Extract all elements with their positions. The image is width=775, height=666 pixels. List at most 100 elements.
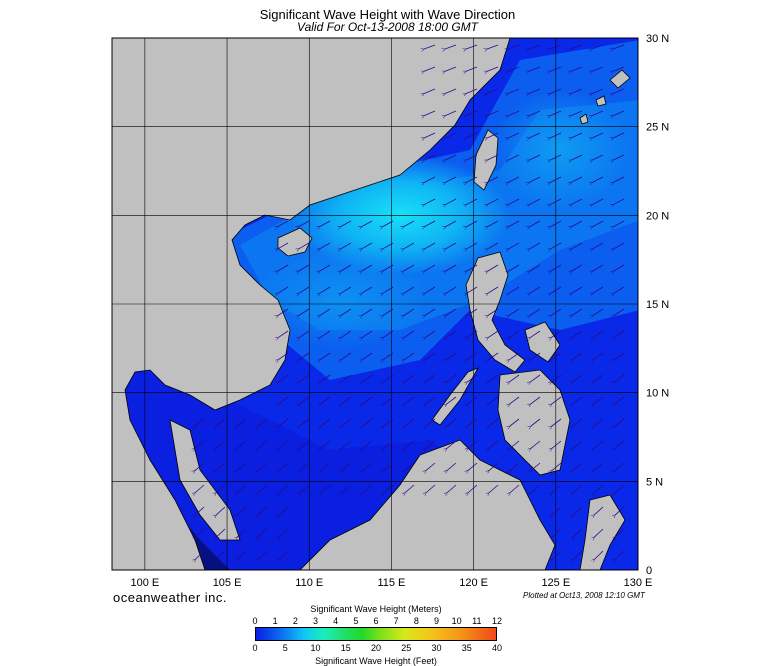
wave-arrow	[614, 352, 625, 360]
wave-arrow	[572, 374, 583, 382]
wave-arrow	[466, 154, 478, 160]
wave-arrow	[237, 484, 247, 493]
wave-arrow	[446, 286, 457, 293]
colorbar-meters-title: Significant Wave Height (Meters)	[310, 604, 442, 614]
wave-arrow	[342, 440, 352, 449]
wave-arrow	[300, 484, 310, 493]
wave-arrow	[424, 88, 436, 94]
wave-arrow	[467, 396, 478, 404]
wave-arrow	[551, 264, 562, 271]
wave-arrow	[466, 176, 478, 182]
wave-arrow	[530, 352, 541, 360]
wave-arrow	[445, 88, 457, 94]
feet-tick: 5	[282, 643, 288, 653]
wave-arrow	[195, 440, 205, 449]
wave-arrow	[615, 440, 625, 449]
wave-arrow	[468, 462, 478, 471]
wave-arrow	[404, 352, 415, 360]
wave-arrow	[489, 418, 499, 426]
wave-arrow	[531, 484, 541, 493]
wave-arrow	[195, 462, 205, 471]
wave-arrow	[550, 132, 562, 138]
wave-arrow	[615, 550, 625, 559]
wave-arrow	[237, 528, 247, 537]
meter-tick: 11	[472, 616, 482, 626]
wave-arrow	[446, 242, 457, 249]
wave-arrow	[278, 286, 289, 293]
wave-arrow	[299, 308, 310, 315]
wave-arrow	[404, 308, 415, 315]
wave-direction-arrows	[195, 44, 625, 559]
wave-arrow	[573, 528, 583, 537]
wave-arrow	[299, 242, 310, 249]
wave-arrow	[467, 264, 478, 271]
wave-arrow	[509, 242, 520, 249]
wave-arrow	[425, 264, 436, 271]
wave-arrow	[613, 154, 625, 160]
wave-arrow	[509, 286, 520, 293]
wave-arrow	[341, 286, 352, 293]
wave-arrow	[488, 396, 499, 404]
wave-arrow	[551, 374, 562, 382]
wave-arrow	[258, 462, 268, 471]
wave-arrow	[592, 220, 604, 227]
wave-arrow	[488, 264, 499, 271]
wave-arrow	[258, 528, 268, 537]
wave-arrow	[550, 110, 562, 116]
wave-arrow	[278, 242, 289, 249]
wave-arrow	[614, 396, 625, 404]
wave-arrow	[445, 198, 457, 205]
wave-arrow	[320, 264, 331, 271]
wave-arrow	[278, 264, 289, 271]
wave-arrow	[298, 220, 310, 227]
wave-arrow	[529, 110, 541, 116]
wave-arrow	[508, 154, 520, 160]
wave-arrow	[613, 110, 625, 116]
wave-arrow	[405, 484, 415, 493]
wave-arrow	[613, 198, 625, 205]
wave-arrow	[487, 66, 499, 71]
wave-arrow	[573, 484, 583, 493]
wave-arrow	[362, 352, 373, 360]
wave-arrow	[404, 374, 415, 382]
plotted-time: Plotted at Oct13, 2008 12:10 GMT	[523, 591, 645, 600]
wave-arrow	[615, 418, 625, 426]
wave-arrow	[593, 330, 604, 338]
wave-arrow	[216, 550, 226, 559]
wave-arrow	[614, 330, 625, 338]
lon-label: 125 E	[541, 577, 570, 589]
wave-arrow	[530, 374, 541, 382]
wave-arrow	[446, 396, 457, 404]
wave-arrow	[467, 286, 478, 293]
wave-arrow	[573, 550, 583, 559]
wave-arrow	[299, 264, 310, 271]
wave-arrow	[320, 242, 331, 249]
wave-arrow	[489, 440, 499, 449]
wave-arrow	[341, 352, 352, 360]
wave-arrow	[466, 88, 478, 94]
wave-arrow	[424, 44, 436, 49]
feet-tick: 15	[340, 643, 351, 653]
wave-arrow	[237, 550, 247, 559]
wave-arrow	[510, 418, 520, 426]
wave-arrow	[593, 308, 604, 315]
wave-arrow	[321, 484, 331, 493]
wave-arrow	[614, 374, 625, 382]
wave-arrow	[446, 374, 457, 382]
wave-arrow	[424, 110, 436, 116]
wave-arrow	[573, 462, 583, 471]
wave-arrow	[529, 220, 541, 227]
wave-arrow	[571, 88, 583, 94]
wave-arrow	[425, 330, 436, 338]
wave-arrow	[593, 242, 604, 249]
wave-arrow	[550, 154, 562, 160]
wave-arrow	[593, 352, 604, 360]
wave-arrow	[320, 374, 331, 382]
wave-arrow	[487, 220, 499, 227]
wave-arrow	[216, 506, 226, 515]
wave-arrow	[342, 484, 352, 493]
wave-arrow	[466, 66, 478, 71]
wave-arrow	[467, 330, 478, 338]
wave-arrow	[487, 110, 499, 116]
wave-arrow	[614, 264, 625, 271]
